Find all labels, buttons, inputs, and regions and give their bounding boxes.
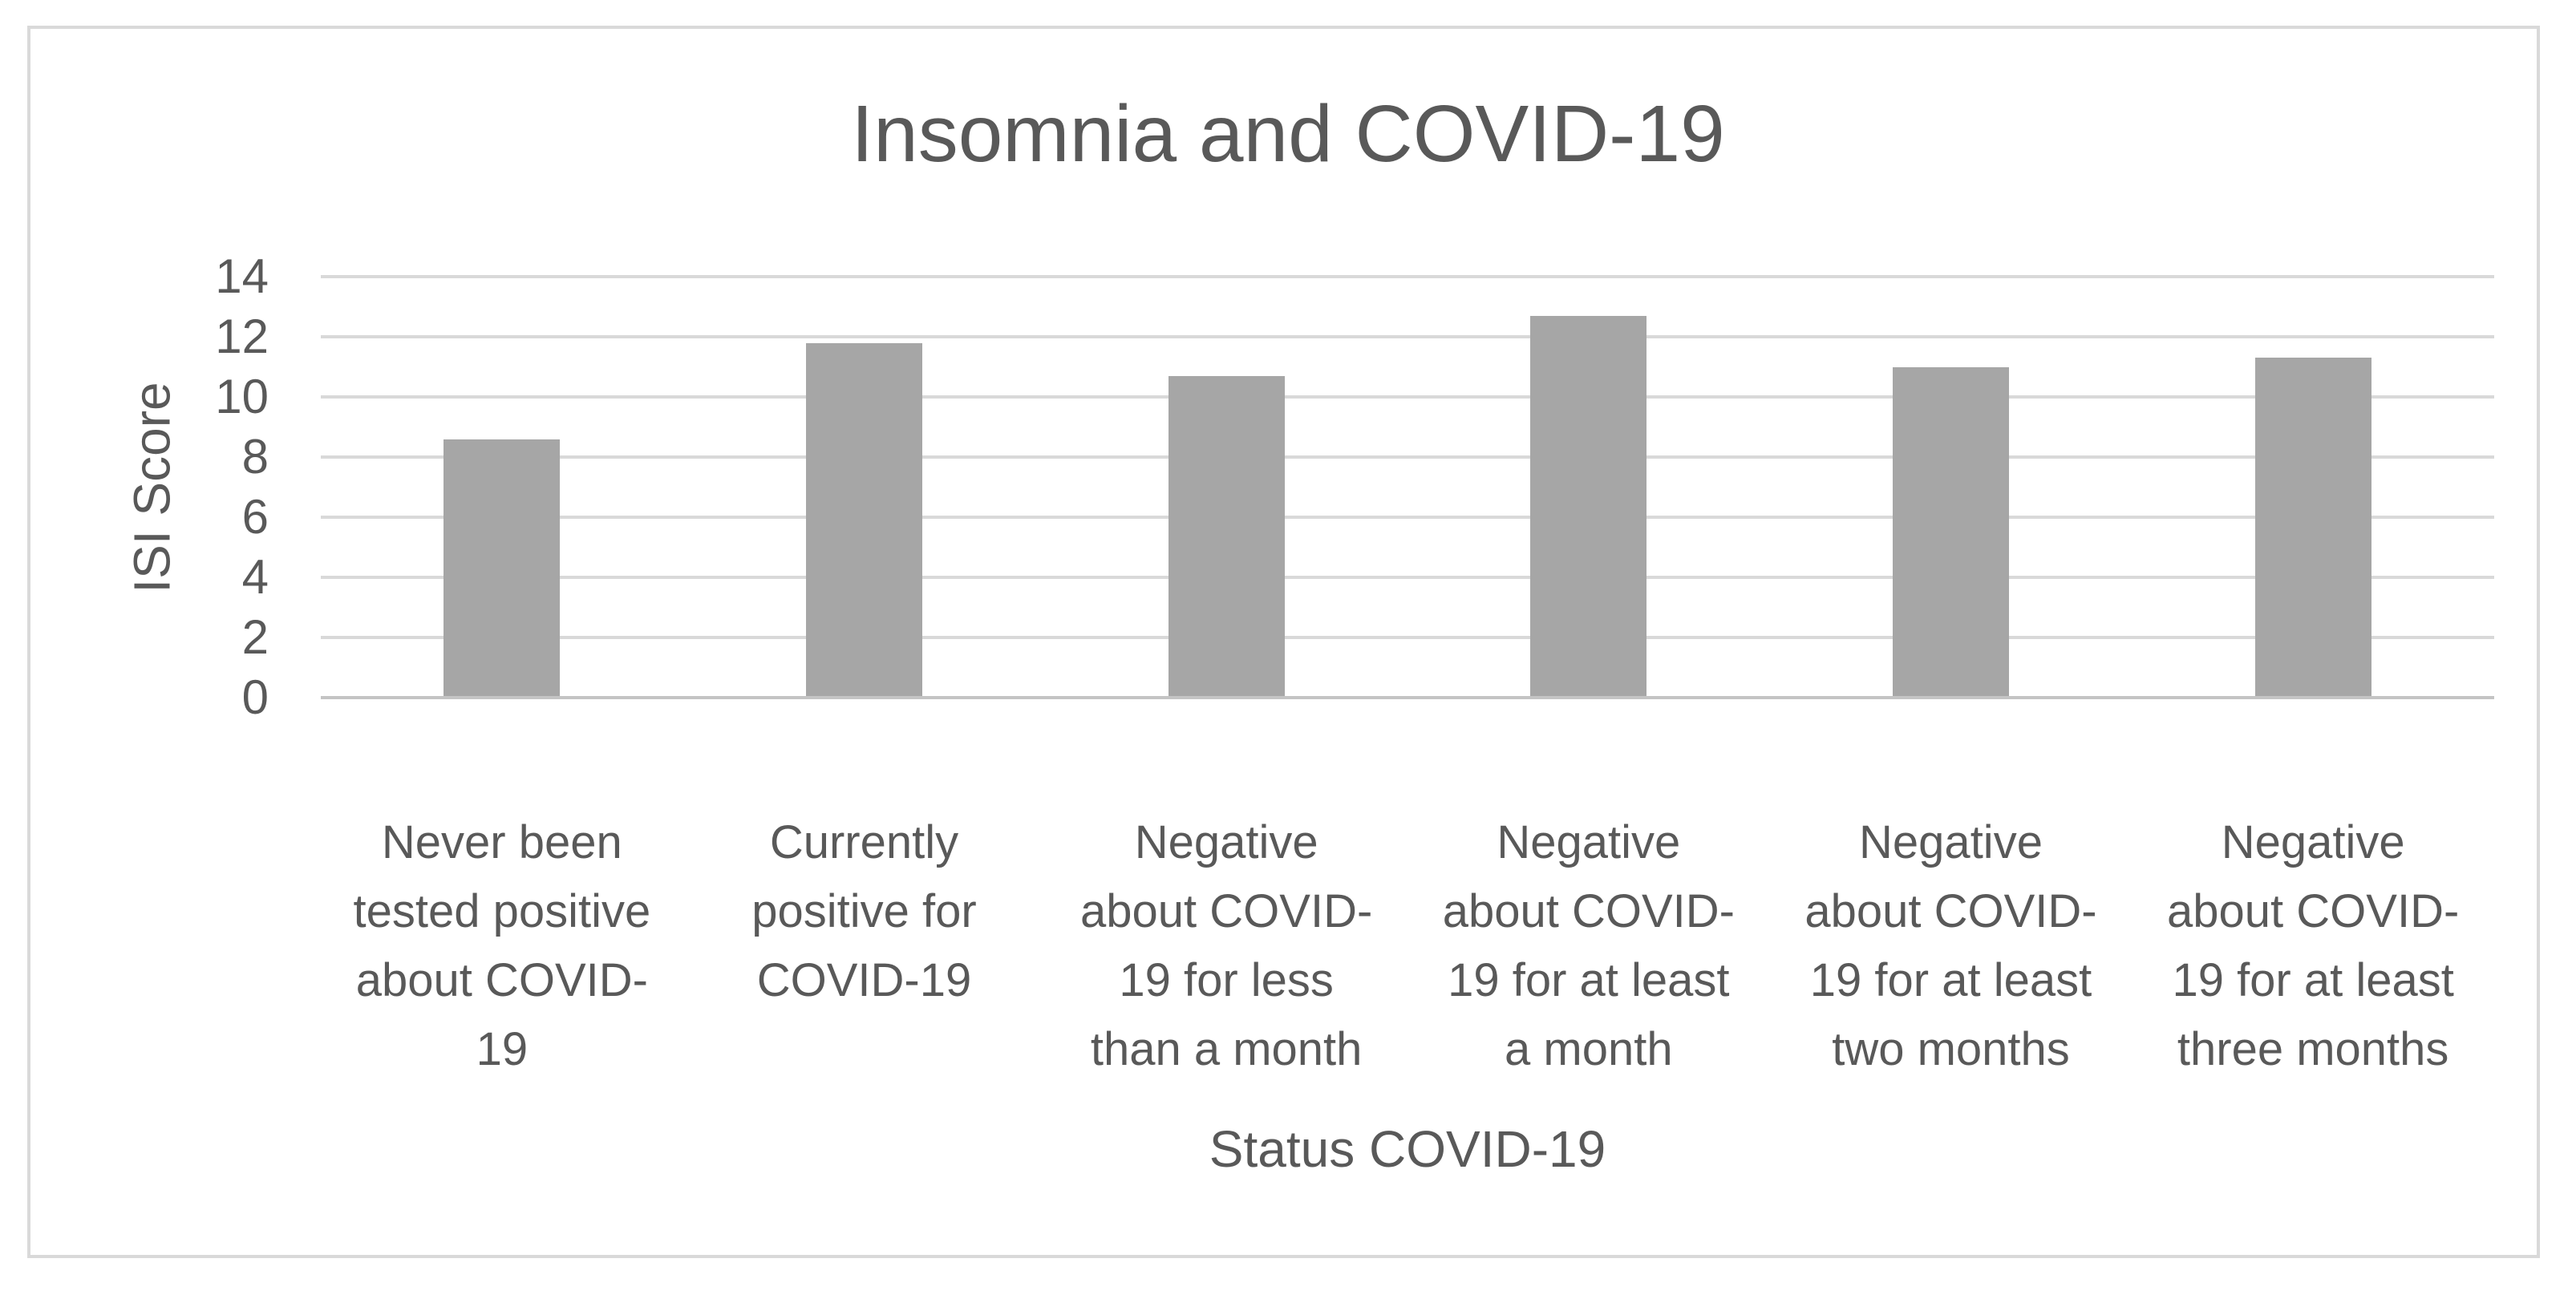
category-label-4: Negative about COVID- 19 for at least a mon… — [1407, 808, 1770, 1084]
x-axis-line — [321, 696, 2494, 699]
category-label-6: Negative about COVID- 19 for at least three… — [2132, 808, 2494, 1084]
y-tick-label-10: 10 — [215, 370, 269, 423]
x-axis-category-labels: Never been tested positive about COVID- 19 C… — [321, 808, 2494, 1097]
category-label-line: about COVID- — [1442, 885, 1735, 937]
bar-4 — [1530, 315, 1647, 698]
category-label-line: two months — [1832, 1023, 2070, 1075]
y-tick-label-12: 12 — [215, 310, 269, 363]
bar-3 — [1168, 375, 1285, 698]
category-label-line: three months — [2177, 1023, 2449, 1075]
category-label-1: Never been tested positive about COVID- 19 — [321, 808, 683, 1084]
category-label-line: than a month — [1090, 1023, 1363, 1075]
category-label-line: Negative — [1859, 816, 2043, 868]
gridline-y-14 — [321, 275, 2494, 278]
category-label-3: Negative about COVID- 19 for less than a mo… — [1045, 808, 1407, 1084]
category-label-5: Negative about COVID- 19 for at least two m… — [1770, 808, 2132, 1084]
category-label-line: 19 for at least — [1448, 954, 1730, 1006]
bar-5 — [1893, 366, 2009, 698]
category-label-line: a month — [1505, 1023, 1673, 1075]
category-label-line: COVID-19 — [756, 954, 972, 1006]
category-label-line: Negative — [1134, 816, 1318, 868]
y-tick-label-0: 0 — [241, 670, 269, 724]
category-label-line: Never been — [381, 816, 622, 868]
category-label-line: Negative — [1497, 816, 1681, 868]
chart-title: Insomnia and COVID-19 — [851, 89, 1725, 179]
bar-2 — [806, 342, 922, 698]
y-tick-label-14: 14 — [215, 249, 269, 303]
bar-1 — [444, 439, 561, 698]
gridline-y-6 — [321, 516, 2494, 519]
y-tick-label-8: 8 — [241, 430, 269, 484]
y-tick-label-2: 2 — [241, 610, 269, 664]
gridline-y-2 — [321, 636, 2494, 639]
gridline-y-10 — [321, 395, 2494, 399]
category-label-line: Negative — [2221, 816, 2405, 868]
category-label-line: Currently — [769, 816, 959, 868]
y-tick-label-4: 4 — [241, 550, 269, 604]
category-label-line: 19 — [476, 1023, 529, 1075]
category-label-line: about COVID- — [1804, 885, 2097, 937]
gridline-y-12 — [321, 335, 2494, 338]
plot-area — [321, 275, 2494, 699]
gridline-y-8 — [321, 455, 2494, 459]
category-label-line: 19 for less — [1119, 954, 1334, 1006]
category-label-line: positive for — [751, 885, 977, 937]
x-axis-title: Status COVID-19 — [1209, 1120, 1606, 1178]
category-label-line: about COVID- — [355, 954, 648, 1006]
category-label-line: about COVID- — [1080, 885, 1373, 937]
category-label-line: 19 for at least — [2172, 954, 2454, 1006]
gridline-y-4 — [321, 576, 2494, 579]
category-label-2: Currently positive for COVID-19 — [683, 808, 1046, 1015]
y-tick-label-6: 6 — [241, 490, 269, 544]
bar-6 — [2254, 358, 2371, 698]
category-label-line: about COVID- — [2167, 885, 2460, 937]
category-label-line: 19 for at least — [1809, 954, 2092, 1006]
category-label-line: tested positive — [353, 885, 651, 937]
